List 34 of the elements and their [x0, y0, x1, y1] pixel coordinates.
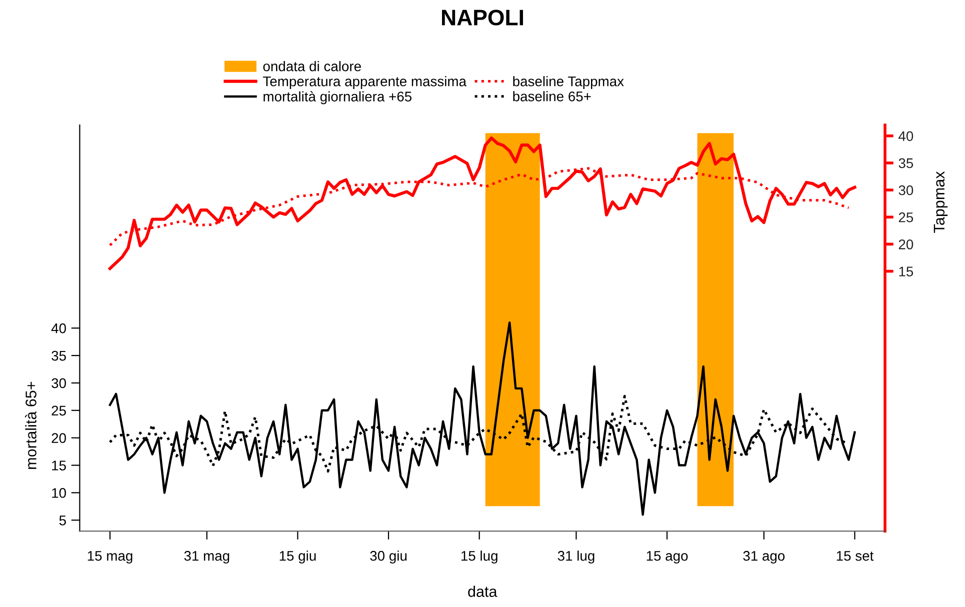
y-tick-label: 20: [52, 433, 66, 444]
x-tick-label: 31 lug: [558, 550, 594, 564]
y-tick-label: 15: [52, 460, 66, 470]
y-tick-label: 5: [59, 516, 66, 526]
chart-title: NAPOLI: [442, 10, 523, 26]
legend-label: baseline Tappmax: [513, 76, 624, 90]
legend-label: Temperatura apparente massima: [263, 76, 466, 90]
legend-label: mortalità giornaliera +65: [264, 91, 412, 104]
y-tick-label: 25: [52, 406, 66, 416]
line-series: [108, 321, 856, 516]
y2-tick-label: 30: [898, 185, 914, 196]
x-tick-label: 15 giu: [280, 550, 316, 564]
x-tick-label: 30 giu: [370, 550, 407, 564]
y-tick-label: 35: [52, 350, 66, 361]
y-tick-label: 30: [52, 378, 66, 388]
x-tick-label: 15 mag: [88, 551, 132, 564]
y-tick-label: 10: [52, 488, 66, 498]
y-tick-label: 40: [51, 323, 66, 334]
x-axis-title: data: [468, 586, 498, 597]
y2-tick-label: 15: [899, 266, 914, 276]
y2-tick-label: 25: [898, 212, 914, 222]
x-tick-label: 15 ago: [646, 551, 688, 564]
y2-axis-title: Tappmax: [934, 171, 948, 233]
line-series: [108, 136, 856, 270]
legend-label: ondata di calore: [263, 61, 361, 72]
y-axis-title: mortalità 65+: [25, 382, 36, 469]
legend-label: baseline 65+: [513, 91, 591, 102]
x-tick-label: 15 lug: [461, 550, 498, 564]
x-tick-label: 15 set: [836, 551, 874, 561]
y2-tick-label: 35: [898, 158, 914, 168]
y2-tick-label: 20: [898, 239, 914, 250]
x-tick-label: 31 ago: [743, 550, 785, 564]
y2-tick-label: 40: [898, 131, 914, 142]
x-tick-label: 31 mag: [184, 550, 230, 564]
